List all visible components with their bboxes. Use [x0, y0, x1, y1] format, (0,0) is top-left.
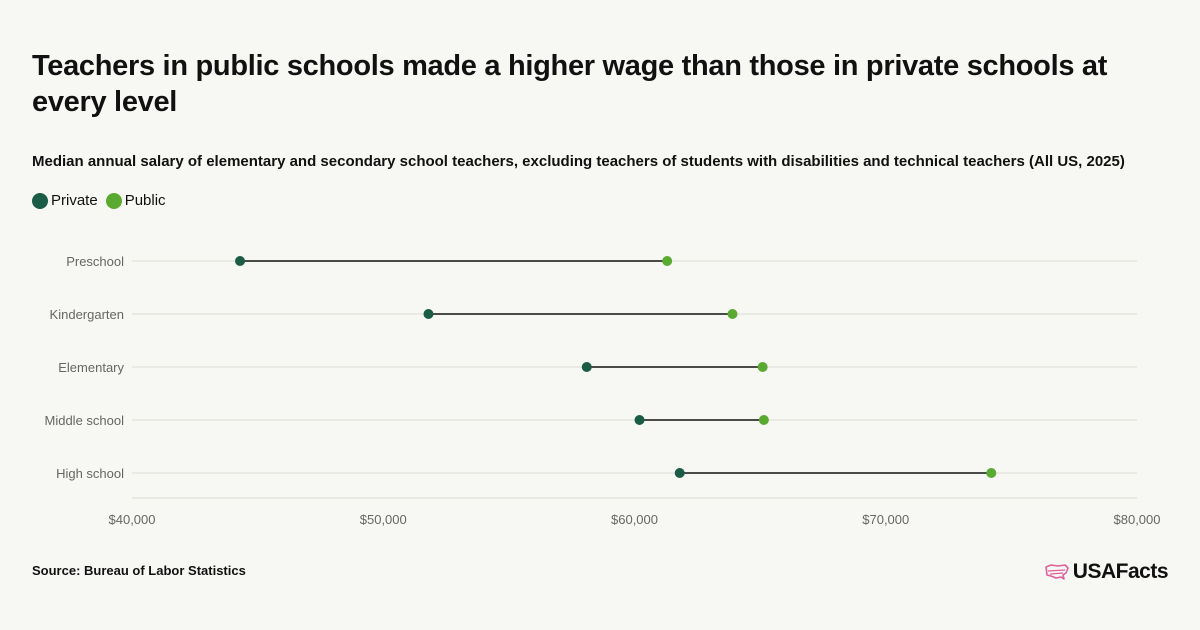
- x-tick-label: $60,000: [611, 512, 658, 527]
- category-label: Elementary: [58, 360, 124, 375]
- private-point: [634, 415, 645, 425]
- x-tick-label: $40,000: [109, 512, 156, 527]
- private-point: [674, 468, 685, 478]
- legend-swatch-private: [32, 192, 48, 209]
- public-point: [758, 415, 769, 425]
- x-tick-label: $70,000: [862, 512, 909, 527]
- chart-subtitle: Median annual salary of elementary and s…: [32, 153, 1125, 170]
- category-label: Middle school: [45, 413, 125, 428]
- legend-label-public: Public: [124, 192, 166, 209]
- category-label: Kindergarten: [50, 307, 124, 322]
- private-point: [423, 309, 434, 319]
- legend-item-private: Private: [32, 192, 98, 209]
- us-map-icon: [1044, 564, 1069, 580]
- public-point: [662, 256, 673, 266]
- private-point: [235, 256, 246, 266]
- x-tick-label: $50,000: [360, 512, 407, 527]
- source-note: Source: Bureau of Labor Statistics: [32, 563, 246, 578]
- public-point: [986, 468, 997, 478]
- x-tick-label: $80,000: [1114, 512, 1161, 527]
- legend-item-public: Public: [105, 192, 166, 209]
- category-label: High school: [56, 466, 124, 481]
- legend-label-private: Private: [51, 192, 98, 209]
- legend: Private Public: [32, 192, 174, 209]
- usafacts-logo: USAFacts: [1044, 560, 1169, 584]
- category-label: Preschool: [66, 254, 124, 269]
- logo-text: USAFacts: [1072, 560, 1169, 583]
- public-point: [757, 362, 768, 372]
- public-point: [727, 309, 738, 319]
- legend-swatch-public: [105, 192, 122, 209]
- chart-title: Teachers in public schools made a higher…: [32, 50, 1108, 118]
- private-point: [581, 362, 592, 372]
